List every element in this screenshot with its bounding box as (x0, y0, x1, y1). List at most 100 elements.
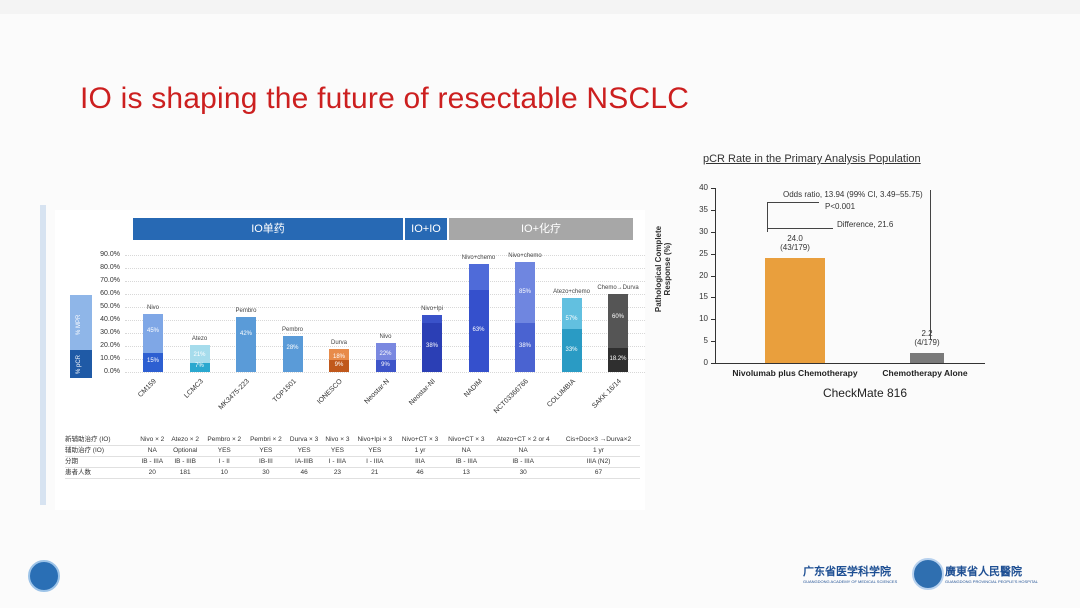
table-cell: Nivo+Ipi × 3 (352, 435, 397, 446)
y-tick-label: 20.0% (100, 342, 120, 349)
right-y-tick: 15 (699, 292, 708, 302)
right-y-tickmark (711, 231, 715, 233)
study-name: CheckMate 816 (822, 386, 908, 400)
pcr-value-label: 9% (334, 362, 344, 369)
table-cell: IIIA (N2) (556, 456, 640, 468)
footer-org1-en: GUANGDONG ACADEMY OF MEDICAL SCIENCES (803, 579, 898, 584)
regimen-label: Atezo+chemo (553, 288, 590, 295)
y-tick-label: 60.0% (100, 290, 120, 297)
trial-info-table: 新辅助治疗 (IO) Nivo × 2 Atezo × 2 Pembro × 2 Pem… (65, 435, 640, 479)
bar-label: 2.2 (4/179) (900, 329, 954, 347)
mpr-value-label: 60% (611, 313, 624, 320)
regimen-label: Nivo+chemo (461, 255, 496, 262)
regimen-label: Atezo (191, 335, 208, 342)
x-category-label: MK3475-223 (217, 378, 251, 412)
footer-org2: 廣東省人民醫院 (945, 566, 1022, 578)
bar-category-label: Chemotherapy Alone (882, 368, 968, 378)
table-cell: Pembro × 2 (202, 435, 246, 446)
table-cell: I - II (202, 456, 246, 468)
y-tick-label: 10.0% (100, 355, 120, 362)
x-category-label: Neostar-N (362, 378, 391, 406)
header-io-io: IO+IO (405, 218, 447, 240)
right-y-tickmark (711, 319, 715, 321)
right-x-axis (715, 363, 985, 364)
header-io-mono: IO单药 (133, 218, 403, 240)
table-row: 新辅助治疗 (IO) Nivo × 2 Atezo × 2 Pembro × 2 Pem… (65, 435, 640, 446)
mpr-bar (282, 335, 303, 372)
table-cell: Cis+Doc×3 →Durva×2 (556, 435, 640, 446)
gridline (125, 372, 645, 373)
table-cell: 30 (489, 467, 557, 479)
right-y-tickmark (711, 209, 715, 211)
table-cell: Atezo+CT × 2 or 4 (489, 435, 557, 446)
pcr-value-label: 18.2% (609, 356, 627, 363)
left-chart-panel: IO单药 IO+IO IO+化疗 % MPR % pCR 90.0% 80.0% 7… (55, 210, 645, 510)
gridline (125, 281, 645, 282)
table-cell: Nivo+CT × 3 (396, 435, 444, 446)
difference-text: Difference, 21.6 (837, 220, 894, 229)
right-y-tick: 25 (699, 248, 708, 258)
row-label: 新辅助治疗 (IO) (65, 435, 137, 446)
table-cell: IB - IIIA (489, 456, 557, 468)
x-category-label: TOP1501 (271, 378, 298, 405)
pcr-bar (422, 322, 442, 372)
y-tick-label: 90.0% (100, 251, 120, 258)
gridline (125, 294, 645, 295)
y-tick-label: 70.0% (100, 277, 120, 284)
table-cell: IIIA (396, 456, 444, 468)
right-y-tickmark (711, 188, 715, 189)
table-cell: YES (322, 445, 353, 457)
left-decorative-strip (40, 205, 46, 505)
x-category-label: NCT03366766 (492, 378, 530, 416)
table-cell: 20 (137, 467, 168, 479)
table-cell: 30 (245, 467, 287, 479)
x-category-label: SAKK 16/14 (591, 378, 623, 410)
right-y-tickmark (711, 341, 715, 343)
table-cell: 67 (556, 467, 640, 479)
right-y-tick: 10 (699, 314, 708, 324)
table-cell: Optional (167, 445, 203, 457)
x-category-label: LCMC3 (182, 378, 205, 400)
bar-value: 24.0 (787, 234, 803, 243)
right-y-tickmark (711, 363, 715, 364)
gridline (125, 307, 645, 308)
table-row: 患者人数 20 181 10 30 46 23 21 46 13 30 67 (65, 467, 640, 479)
y-tick-label: 30.0% (100, 329, 120, 336)
table-cell: YES (352, 445, 397, 457)
pcr-bar (143, 352, 163, 372)
x-category-label: IONESCO (316, 378, 344, 406)
mpr-value-label: 57% (565, 316, 578, 323)
mpr-value-label: 28% (286, 344, 299, 351)
table-cell: IB - IIIA (137, 456, 168, 468)
table-cell: Durva × 3 (286, 435, 323, 446)
legend-mpr: % MPR (70, 295, 92, 350)
mpr-value-label: 45% (146, 328, 159, 335)
regimen-label: Nivo+chemo (508, 252, 542, 259)
table-cell: I - IIIA (322, 456, 353, 468)
table-cell: 23 (322, 467, 353, 479)
bar-category-label: Nivolumab plus Chemotherapy (732, 368, 858, 378)
table-cell: IA-IIIB (286, 456, 323, 468)
pcr-bar (329, 360, 349, 372)
table-cell: Atezo × 2 (167, 435, 203, 446)
right-y-tick: 30 (699, 226, 708, 236)
table-cell: Pembri × 2 (245, 435, 287, 446)
x-category-label: Neostar-NI (408, 378, 437, 407)
table-cell: Nivo × 3 (322, 435, 353, 446)
table-cell: 181 (167, 467, 203, 479)
table-cell: 21 (352, 467, 397, 479)
pcr-value-label: 38% (425, 343, 438, 350)
mpr-value-label: 18% (332, 354, 345, 361)
table-cell: I - IIIA (352, 456, 397, 468)
table-cell: IB - IIIB (167, 456, 203, 468)
bracket-left (767, 202, 768, 232)
right-y-tick: 35 (699, 204, 708, 214)
regimen-label: Durva (330, 339, 347, 346)
table-cell: 13 (443, 467, 490, 479)
mpr-value-label: 21% (193, 351, 206, 358)
right-y-axis (715, 188, 716, 363)
table-cell: 10 (202, 467, 246, 479)
pcr-value-label: 7% (195, 363, 204, 370)
regimen-label: Nivo+Ipi (421, 305, 443, 312)
right-y-tickmark (711, 253, 715, 255)
